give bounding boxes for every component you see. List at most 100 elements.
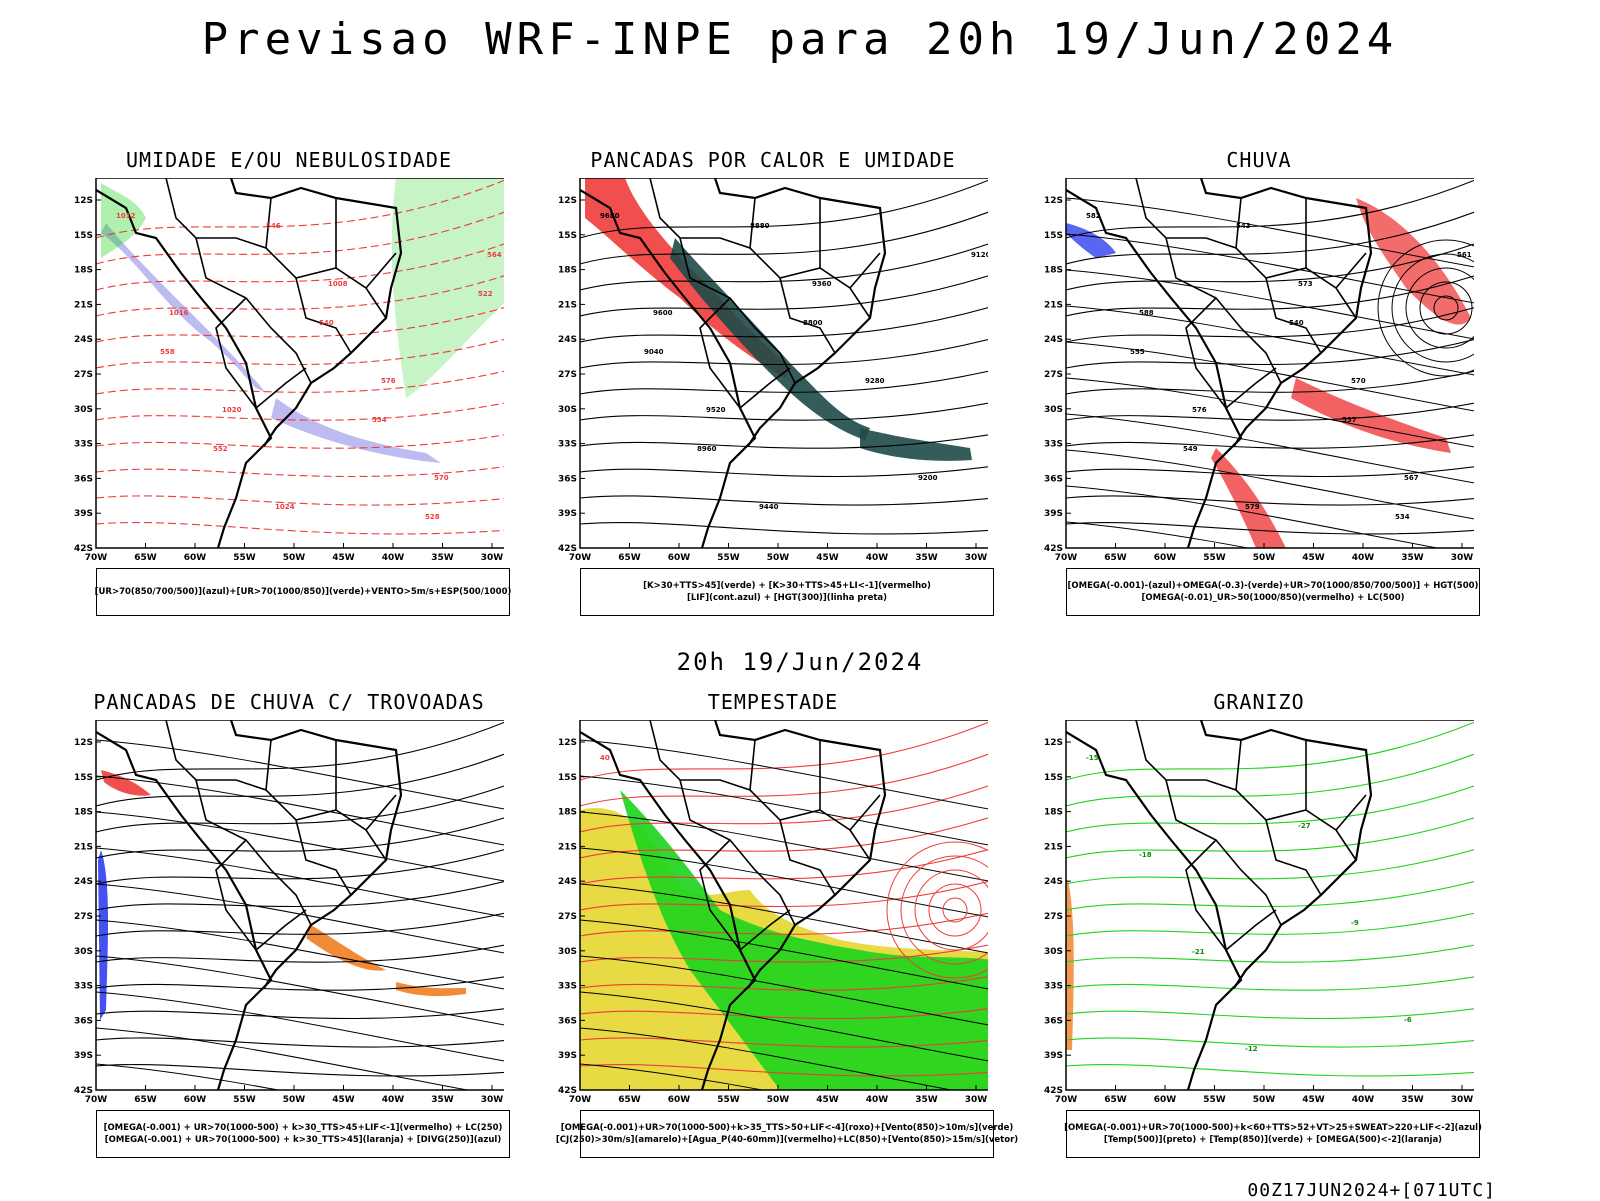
contour-line: [580, 434, 988, 449]
contour-line: [1066, 402, 1474, 421]
lon-tick-label: 60W: [668, 553, 691, 563]
lon-tick-label: 55W: [233, 553, 256, 563]
contour-line: [580, 817, 988, 859]
lon-tick-label: 55W: [1203, 553, 1226, 563]
lat-tick-label: 15S: [74, 231, 93, 241]
lat-tick-label: 33S: [1044, 440, 1063, 450]
lat-tick-label: 36S: [1044, 1016, 1063, 1026]
vortex-contour: [1377, 239, 1474, 377]
contour-label: 579: [1245, 503, 1260, 511]
contour-label: 540: [319, 319, 334, 327]
panel-title: UMIDADE E/OU NEBULOSIDADE: [125, 148, 453, 172]
streamline: [580, 1027, 954, 1090]
lat-tick-label: 27S: [74, 370, 93, 380]
streamline: [96, 1027, 470, 1090]
streamline: [96, 955, 504, 1026]
lon-tick-label: 70W: [569, 553, 592, 563]
lon-tick-label: 30W: [481, 553, 504, 563]
contour-line: [580, 521, 988, 535]
contour-label: 561: [1457, 251, 1472, 259]
lon-tick-label: 50W: [767, 553, 790, 563]
streamline: [96, 811, 504, 882]
lon-tick-label: 50W: [767, 1095, 790, 1105]
streamline: [580, 775, 988, 846]
field-area-orange: [396, 982, 466, 997]
state-border: [365, 252, 397, 289]
lat-tick-label: 15S: [558, 773, 577, 783]
legend-trovoadas: [OMEGA(-0.001) + UR>70(1000-500) + k>30_…: [96, 1110, 510, 1158]
lat-tick-label: 21S: [1044, 300, 1063, 310]
legend-umidade: [UR>70(850/700/500)](azul)+[UR>70(1000/8…: [95, 568, 511, 616]
state-border: [255, 909, 307, 951]
contour-label: 8960: [697, 445, 717, 453]
streamline: [1066, 341, 1474, 412]
contour-line: [580, 944, 988, 963]
contour-label: 1008: [328, 280, 348, 288]
footer-run-info: 00Z17JUN2024+[071UTC]: [1247, 1180, 1496, 1201]
streamline: [1066, 233, 1474, 304]
contour-line: [580, 880, 988, 911]
vortex-contour: [1405, 267, 1474, 349]
contour-line: [580, 721, 988, 781]
contour-line: [1066, 521, 1474, 535]
lat-tick-label: 30S: [558, 947, 577, 957]
panel-pancadas-calor: PANCADAS POR CALOR E UMIDADE 9680 9600 952…: [558, 148, 994, 618]
contour-line: [580, 307, 988, 343]
lat-tick-label: 21S: [1044, 842, 1063, 852]
contour-line: [580, 211, 988, 265]
contour-line: [96, 402, 504, 421]
streamline: [580, 883, 988, 954]
lon-tick-label: 60W: [668, 1095, 691, 1105]
contour-label: 1016: [169, 309, 189, 317]
contour-line: [1066, 976, 1474, 991]
lon-tick-label: 65W: [134, 1095, 157, 1105]
lon-tick-label: 30W: [481, 1095, 504, 1105]
lon-tick-label: 45W: [1302, 1095, 1325, 1105]
state-border: [699, 297, 741, 409]
contour-line: [580, 849, 988, 885]
contour-label: 9040: [644, 348, 664, 356]
lat-tick-label: 33S: [74, 982, 93, 992]
lon-tick-label: 45W: [332, 1095, 355, 1105]
lon-tick-label: 55W: [1203, 1095, 1226, 1105]
field-area-green: [620, 790, 988, 1090]
panel-chuva: CHUVA 582 588 576 579 573 570 567 561 555 549 543 5…: [1044, 148, 1480, 618]
contour-label: 9120: [971, 251, 988, 259]
map-frame: [579, 720, 988, 1091]
contour-label: 582: [1086, 212, 1101, 220]
lon-tick-label: 60W: [1154, 1095, 1177, 1105]
vortex-contour: [928, 883, 982, 937]
contour-line: [96, 521, 504, 535]
streamline: [96, 883, 504, 954]
contour-line: [580, 402, 988, 421]
contour-line: [96, 753, 504, 807]
lat-tick-label: 24S: [558, 335, 577, 345]
contour-label: 543: [1236, 222, 1251, 230]
legend-line-1: [OMEGA(-0.001)-(azul)+OMEGA(-0.3)-(verde…: [1067, 581, 1479, 591]
lat-tick-label: 33S: [1044, 982, 1063, 992]
contour-label: -15: [1086, 754, 1099, 762]
state-border: [749, 739, 756, 791]
lon-tick-label: 65W: [618, 1095, 641, 1105]
state-border: [215, 839, 257, 951]
contour-line: [96, 307, 504, 343]
legend-tempestade: [OMEGA(-0.001)+UR>70(1000-500)+k>35_TTS>…: [556, 1110, 1018, 1158]
legend-granizo: [OMEGA(-0.001)+UR>70(1000-500)+k<60+TTS>…: [1064, 1110, 1482, 1158]
contour-label: 555: [1130, 348, 1145, 356]
contour-line: [580, 912, 988, 937]
state-border: [699, 839, 741, 951]
lon-tick-label: 35W: [1401, 553, 1424, 563]
panel-title: PANCADAS DE CHUVA C/ TROVOADAS: [93, 690, 485, 714]
streamline: [580, 955, 988, 1026]
lat-tick-label: 24S: [74, 877, 93, 887]
lon-tick-label: 55W: [717, 1095, 740, 1105]
map-chuva: 582 588 576 579 573 570 567 561 555 549 543 540 537 5…: [1044, 178, 1474, 563]
lon-tick-label: 45W: [332, 553, 355, 563]
lat-tick-label: 18S: [74, 266, 93, 276]
vortex-contour: [942, 897, 968, 923]
streamline: [1066, 413, 1474, 484]
contour-line: [96, 849, 504, 885]
panel-granizo: GRANIZO -15 -18 -21 -12 -27 -9 -6 12S 15S 18S 21S 2…: [1044, 690, 1482, 1160]
state-border: [1225, 367, 1277, 409]
